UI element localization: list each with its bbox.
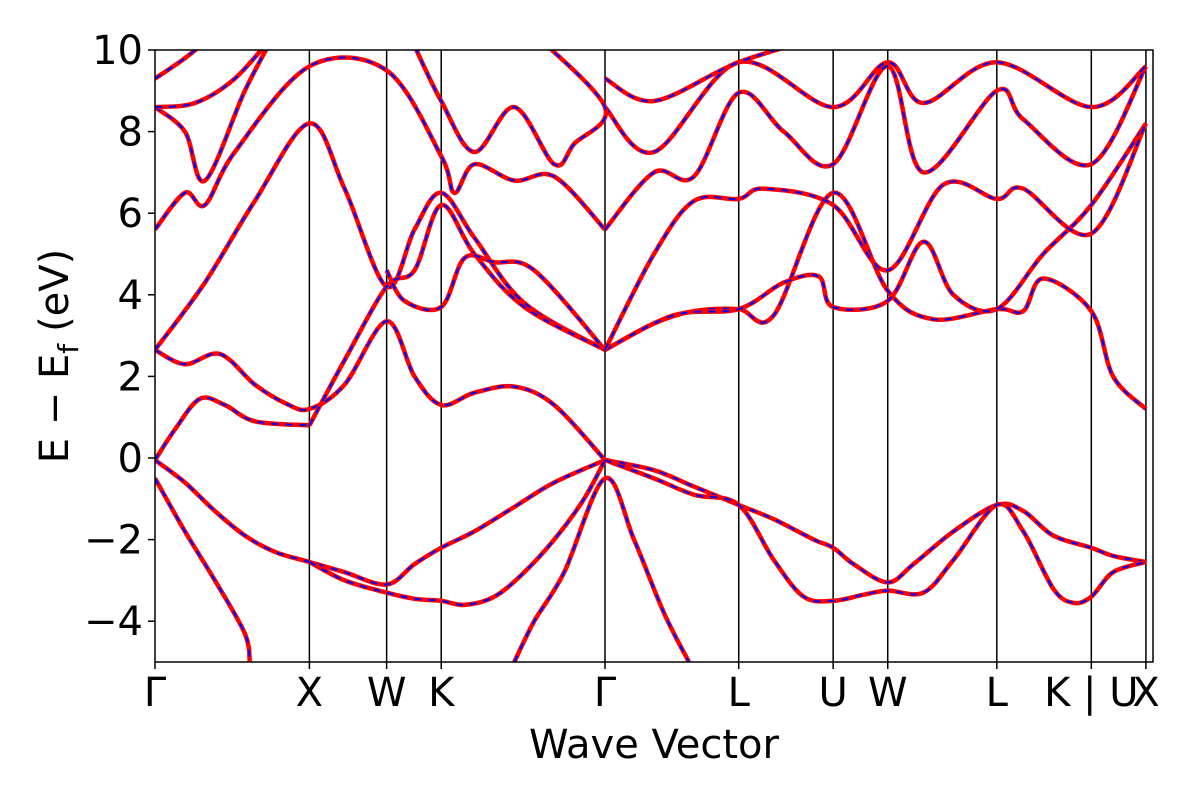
x-tick-label: L [728, 670, 751, 716]
band-line-dashed [155, 477, 251, 662]
band-line-dashed [155, 122, 606, 351]
band-line-dashed [155, 459, 606, 586]
band-line-dashed [604, 65, 1147, 231]
band-line [155, 457, 606, 587]
y-tick-label: 2 [118, 354, 143, 400]
x-tick-label: W [868, 670, 908, 716]
x-tick-label: W [367, 670, 407, 716]
band-lines [155, 50, 1148, 662]
band-line [155, 477, 253, 662]
band-line-dashed [155, 50, 263, 109]
y-tick-label: −4 [84, 599, 143, 645]
band-line-dashed [155, 56, 606, 231]
band-line-dashed [415, 50, 607, 167]
band-line [512, 475, 691, 662]
band-line [604, 457, 1147, 585]
band-line-dashed [308, 203, 606, 426]
x-tick-label: Γ [594, 670, 617, 716]
x-tick-label: K | U [1044, 670, 1138, 716]
band-line-dashed [155, 396, 310, 461]
band-line-dashed [513, 477, 690, 662]
y-tick-label: 8 [118, 110, 143, 156]
band-line-dashed [604, 50, 780, 103]
band-line [155, 50, 199, 81]
plot-frame [154, 49, 1154, 663]
x-tick-label: X [296, 670, 323, 716]
band-line-dashed [604, 459, 1147, 605]
y-tick-label: 6 [118, 191, 143, 237]
x-tick-label: K [428, 670, 456, 716]
band-line-dashed [155, 50, 268, 183]
x-tick-label: Γ [144, 670, 167, 716]
y-axis-title: E − Ef (eV) [32, 249, 85, 464]
y-axis-title-main: E − E [32, 354, 78, 464]
band-line-dashed [604, 459, 1147, 584]
y-axis-title-unit: (eV) [32, 249, 78, 332]
y-tick-label: 4 [118, 273, 143, 319]
x-tick-label: X [1132, 670, 1159, 716]
band-line [155, 395, 310, 462]
y-tick-label: 0 [118, 436, 143, 482]
y-ticks: −4 −2 0 2 4 6 8 10 [84, 28, 155, 645]
x-axis-title: Wave Vector [529, 722, 780, 768]
band-line-dashed [604, 122, 1147, 351]
y-axis-title-sub: f [52, 343, 85, 354]
y-tick-label: 10 [92, 28, 143, 74]
band-line-dashed [385, 254, 606, 351]
band-line [307, 202, 607, 427]
x-tick-label: L [986, 670, 1009, 716]
band-line [155, 319, 607, 462]
band-line-dashed [308, 459, 606, 606]
band-line-dashed [604, 60, 1147, 154]
band-line-dashed [155, 320, 606, 461]
band-line [602, 122, 1148, 351]
band-line [413, 50, 609, 168]
y-tick-label: −2 [84, 518, 143, 564]
x-tick-label: U [819, 670, 848, 716]
